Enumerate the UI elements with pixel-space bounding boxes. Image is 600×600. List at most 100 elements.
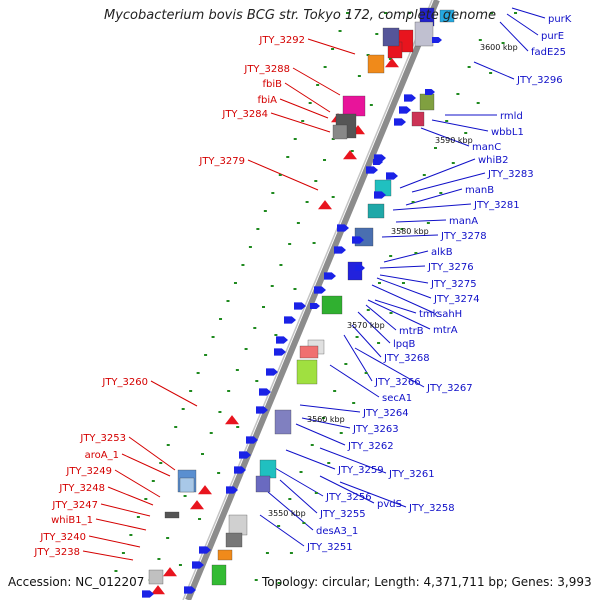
gene-label-right: JTY_3268 [383, 353, 430, 364]
gene-label-right: tmk [419, 309, 439, 320]
gene-label-right: rmld [500, 111, 523, 122]
tick-mark [331, 48, 335, 50]
tick-mark [159, 462, 163, 464]
leader-line [259, 514, 305, 547]
tick-mark [286, 156, 290, 158]
gene-arrow [256, 406, 268, 414]
gene-block [382, 27, 400, 47]
leader-line [128, 436, 176, 471]
leader-line [285, 449, 336, 470]
tick-mark [369, 104, 373, 106]
gene-arrow [294, 302, 306, 310]
leader-line [379, 265, 426, 269]
tick-mark [422, 174, 426, 176]
tick-mark [377, 282, 381, 284]
gene-label-right: secA1 [382, 393, 412, 404]
accession-text: Accession: NC_012207 [8, 575, 145, 589]
leader-line [88, 535, 141, 548]
gene-arrow [239, 451, 251, 459]
gene-label-right: JTY_3264 [362, 408, 409, 419]
tick-mark [201, 453, 205, 455]
gene-arrow [266, 368, 278, 376]
tick-mark [355, 336, 359, 338]
leader-line [351, 324, 382, 358]
gene-arrow [192, 561, 204, 569]
leader-line [299, 404, 361, 413]
gene-label-right: JTY_3278 [440, 231, 487, 242]
tick-mark [408, 12, 412, 14]
leader-line [279, 98, 329, 119]
kbp-label: 3580 kbp [391, 227, 429, 236]
gene-arrow [184, 586, 196, 594]
leader-line [420, 127, 470, 147]
gene-arrow [163, 567, 177, 577]
tick-mark [467, 66, 471, 68]
leader-line [383, 250, 429, 263]
gene-block [439, 9, 455, 23]
leader-line [121, 453, 171, 477]
gene-arrow [246, 436, 258, 444]
leader-line [431, 119, 489, 132]
tick-mark [262, 306, 266, 308]
tick-mark [464, 132, 468, 134]
gene-label-right: JTY_3275 [430, 279, 477, 290]
leader-line [339, 481, 407, 508]
tick-mark [346, 12, 350, 14]
gene-label-left: whiB1_1 [51, 515, 93, 526]
gene-block [411, 111, 425, 127]
gene-arrow [366, 166, 378, 174]
gene-label-right: JTY_3263 [352, 424, 399, 435]
gene-arrow [259, 388, 271, 396]
leader-line [376, 277, 432, 299]
backbone-line-main [185, 0, 440, 600]
tick-mark [198, 518, 202, 520]
leader-line [270, 112, 331, 133]
leader-line [395, 219, 447, 223]
tick-mark [400, 228, 404, 230]
gene-arrow [432, 37, 442, 43]
leader-line [473, 61, 515, 80]
leader-line [150, 380, 198, 407]
gene-label-right: JTY_3261 [388, 469, 435, 480]
leader-line [511, 7, 546, 19]
tick-mark [327, 462, 331, 464]
gene-arrow [318, 200, 332, 210]
tick-mark [316, 84, 320, 86]
leader-line [267, 491, 314, 531]
gene-arrow [343, 150, 357, 160]
gene-label-right: alkB [431, 247, 453, 258]
leader-line [379, 274, 429, 284]
tick-mark [323, 159, 327, 161]
tick-mark [414, 252, 418, 254]
tick-mark [333, 390, 337, 392]
tick-mark [166, 537, 170, 539]
leader-line [274, 467, 324, 497]
tick-mark [253, 327, 257, 329]
kbp-label: 3590 kbp [435, 136, 473, 145]
gene-label-right: manC [472, 142, 501, 153]
tick-mark [384, 12, 388, 14]
gene-label-right: JTY_3255 [319, 509, 366, 520]
gene-block [274, 409, 292, 435]
tick-mark [278, 174, 282, 176]
genome-summary-text: Topology: circular; Length: 4,371,711 bp… [262, 575, 592, 589]
gene-label-right: desA3_1 [316, 526, 358, 537]
gene-label-right: wbbL1 [491, 127, 524, 138]
kbp-label: 3550 kbp [268, 509, 306, 518]
gene-block [414, 21, 434, 47]
tick-mark [235, 369, 239, 371]
tick-mark [151, 480, 155, 482]
tick-mark [389, 312, 393, 314]
gene-arrow [226, 486, 238, 494]
gene-block [179, 477, 195, 493]
tick-mark [445, 120, 449, 122]
gene-arrow [284, 316, 296, 324]
tick-mark [227, 390, 231, 392]
tick-mark [270, 285, 274, 287]
tick-mark [352, 402, 356, 404]
tick-mark [288, 498, 292, 500]
leader-line [319, 475, 375, 504]
kbp-label: 3600 kbp [480, 43, 518, 52]
gene-label-left: JTY_3253 [79, 433, 126, 444]
gene-label-left: fbiB [262, 79, 282, 90]
